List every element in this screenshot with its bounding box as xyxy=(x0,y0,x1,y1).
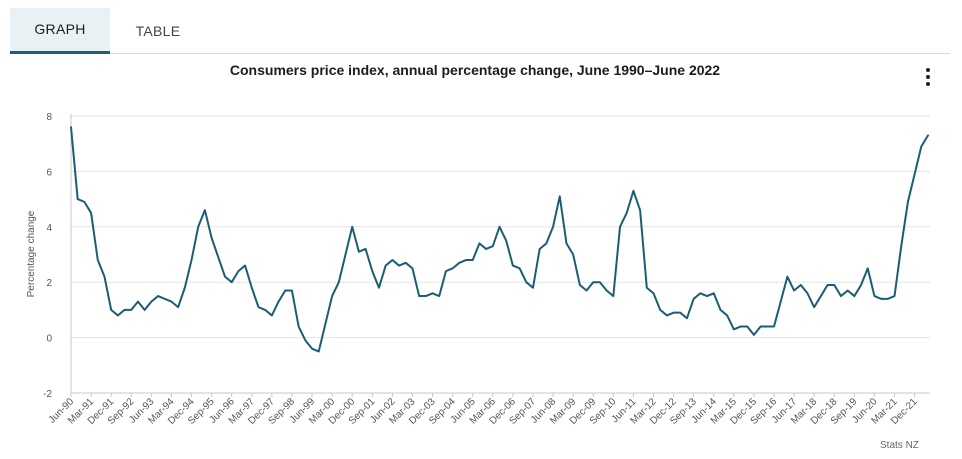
y-axis-ticks: -2 0 2 4 6 8 xyxy=(43,112,52,400)
tab-graph[interactable]: GRAPH xyxy=(10,8,110,54)
tab-bar: GRAPH TABLE xyxy=(10,0,950,54)
source-credit: Stats NZ xyxy=(880,440,919,451)
y-tick-label: -2 xyxy=(43,389,52,400)
tab-table[interactable]: TABLE xyxy=(135,23,181,39)
y-tick-label: 2 xyxy=(46,278,52,289)
gridlines xyxy=(71,115,930,339)
series-line xyxy=(70,126,929,353)
y-tick-label: 6 xyxy=(46,167,52,178)
vertical-ellipsis-icon[interactable] xyxy=(920,66,936,88)
y-axis-title: Percentage change xyxy=(26,210,37,297)
x-axis xyxy=(70,114,930,394)
y-tick-label: 4 xyxy=(46,223,52,234)
series-group xyxy=(70,126,929,353)
y-tick-label: 8 xyxy=(46,112,52,123)
chart-title: Consumers price index, annual percentage… xyxy=(229,62,721,78)
x-axis-ticks: Jun-90Mar-91Dec-91Sep-92Jun-93Mar-94Dec-… xyxy=(47,393,920,427)
y-tick-label: 0 xyxy=(46,334,52,345)
